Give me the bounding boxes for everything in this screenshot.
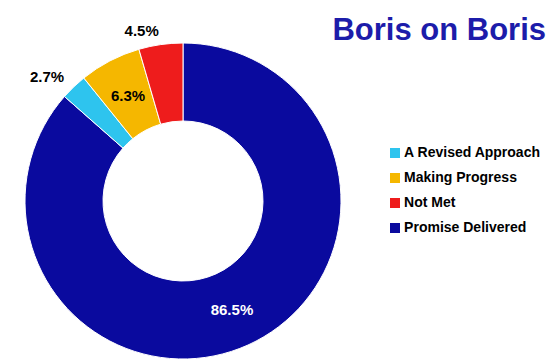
svg-text:4.5%: 4.5% xyxy=(125,22,159,39)
svg-text:6.3%: 6.3% xyxy=(111,87,145,104)
html-text:Promise Delivered: Promise Delivered xyxy=(404,219,527,235)
html-text:Boris on Boris: Boris on Boris xyxy=(332,12,546,47)
svg-text:86.5%: 86.5% xyxy=(211,301,254,318)
svg-text:2.7%: 2.7% xyxy=(30,68,64,85)
html-text:A Revised Approach: A Revised Approach xyxy=(404,144,540,160)
html-text:Making Progress: Making Progress xyxy=(404,169,517,185)
html-text:Not Met: Not Met xyxy=(404,194,456,210)
